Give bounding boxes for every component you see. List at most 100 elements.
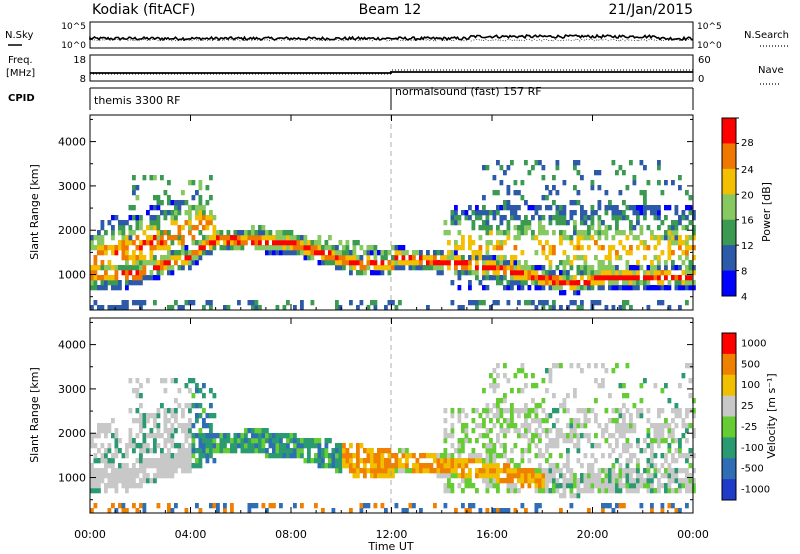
velocity-cell: [611, 483, 616, 489]
velocity-cell: [461, 473, 465, 479]
power-cell: [461, 245, 465, 251]
velocity-cell: [384, 458, 388, 464]
power-cell: [499, 230, 504, 236]
power-cell: [97, 275, 101, 281]
velocity-cell: [562, 433, 567, 439]
power-cell: [650, 210, 654, 216]
power-cell: [569, 280, 574, 286]
velocity-cell: [632, 423, 637, 429]
power-cell: [597, 185, 602, 191]
power-cell: [510, 270, 514, 276]
velocity-cell: [531, 418, 535, 424]
velocity-cell: [387, 473, 392, 479]
power-cell: [496, 160, 500, 166]
power-cell: [237, 235, 241, 241]
velocity-cell: [671, 428, 675, 434]
power-cell: [184, 210, 189, 216]
power-cell: [510, 210, 514, 216]
power-cell: [475, 250, 479, 256]
velocity-cell: [660, 503, 665, 509]
velocity-cell: [209, 438, 213, 444]
velocity-cell: [636, 483, 640, 489]
power-cell: [587, 285, 591, 291]
velocity-cell: [583, 413, 588, 419]
power-cell: [366, 245, 371, 251]
velocity-cell: [349, 508, 353, 514]
velocity-cell: [685, 413, 689, 419]
velocity-cell: [300, 453, 304, 459]
power-cell: [615, 210, 619, 216]
velocity-colorbar-segment: [722, 458, 736, 480]
velocity-cell: [527, 443, 532, 449]
velocity-cell: [198, 388, 203, 394]
power-cell: [338, 260, 343, 266]
power-cell: [471, 240, 476, 246]
power-cell: [142, 260, 147, 266]
power-cell: [583, 285, 588, 291]
power-cell: [118, 225, 122, 231]
power-cell: [205, 220, 210, 226]
power-cell: [538, 215, 542, 221]
power-cell: [163, 255, 168, 261]
velocity-ytick-label: 4000: [58, 339, 86, 352]
power-cell: [366, 250, 371, 256]
power-cell: [373, 265, 378, 271]
power-cell: [506, 185, 511, 191]
power-cell: [643, 245, 647, 251]
power-cell: [685, 270, 689, 276]
velocity-cell: [650, 488, 654, 494]
velocity-cell: [604, 428, 609, 434]
velocity-cell: [625, 443, 630, 449]
power-cell: [174, 220, 178, 226]
power-cell: [559, 270, 563, 276]
power-cell: [100, 275, 105, 281]
power-cell: [538, 205, 542, 211]
velocity-cell: [415, 463, 420, 469]
power-cell: [625, 185, 630, 191]
velocity-cell: [104, 463, 108, 469]
power-cell: [517, 190, 521, 196]
power-cell: [359, 245, 364, 251]
power-cell: [667, 225, 672, 231]
power-cell: [170, 210, 175, 216]
power-cell: [181, 235, 185, 241]
power-cell: [128, 205, 133, 211]
power-cell: [643, 275, 647, 281]
velocity-cell: [450, 488, 455, 494]
velocity-cell: [629, 488, 633, 494]
velocity-cell: [492, 483, 497, 489]
velocity-cell: [667, 443, 672, 449]
velocity-cell: [356, 443, 360, 449]
power-cell: [566, 280, 570, 286]
velocity-cell: [342, 458, 346, 464]
power-cell: [650, 260, 654, 266]
power-cell: [184, 220, 189, 226]
velocity-cell: [317, 438, 322, 444]
power-cell: [524, 260, 528, 266]
power-cell: [629, 245, 633, 251]
power-cell: [135, 265, 140, 271]
power-colorbar-tick: 24: [741, 165, 754, 176]
power-cell: [692, 255, 696, 261]
power-cell: [342, 255, 346, 261]
velocity-cell: [244, 443, 248, 449]
power-cell: [611, 205, 616, 211]
velocity-colorbar-segment: [722, 437, 736, 459]
power-cell: [97, 235, 101, 241]
velocity-cell: [590, 468, 595, 474]
velocity-cell: [646, 433, 651, 439]
velocity-cell: [310, 438, 315, 444]
power-cell: [534, 205, 539, 211]
velocity-cell: [457, 453, 462, 459]
velocity-cell: [149, 428, 154, 434]
velocity-cell: [615, 483, 619, 489]
power-cell: [464, 270, 469, 276]
power-cell: [408, 255, 413, 261]
power-cell: [181, 240, 185, 246]
power-cell: [223, 235, 227, 241]
velocity-cell: [324, 463, 329, 469]
velocity-cell: [527, 413, 532, 419]
power-cell: [282, 240, 287, 246]
velocity-cell: [279, 448, 283, 454]
